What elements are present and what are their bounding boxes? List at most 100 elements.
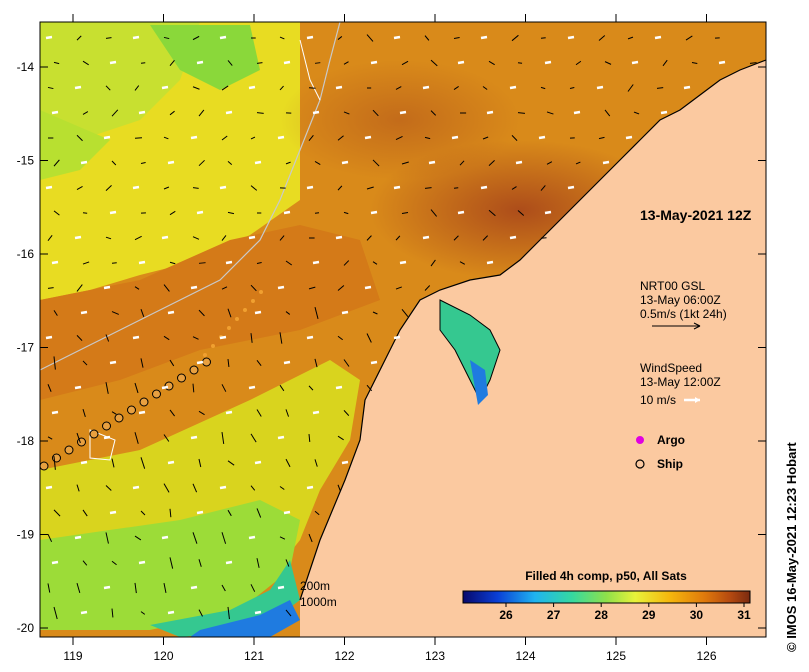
wind-arrow-icon xyxy=(138,260,146,265)
wind-arrow-icon xyxy=(370,210,378,215)
current-arrow-icon xyxy=(314,358,318,368)
wind-arrow-icon xyxy=(190,135,198,140)
current-arrow-icon xyxy=(314,510,320,516)
ship-forecast-dot xyxy=(235,317,239,321)
wind-arrow-icon xyxy=(109,60,117,65)
lat-tick-label: -15 xyxy=(17,154,35,168)
ship-position-marker xyxy=(64,445,74,455)
ship-position-marker xyxy=(114,413,124,423)
wind-arrow-icon xyxy=(277,585,285,590)
wind-arrow-icon xyxy=(80,310,88,315)
current-arrow-icon xyxy=(308,434,311,442)
current-arrow-icon xyxy=(47,436,53,440)
current-arrow-icon xyxy=(604,61,612,65)
current-arrow-icon xyxy=(424,35,430,41)
current-arrow-icon xyxy=(227,509,232,517)
lon-tick-label: 122 xyxy=(334,649,354,663)
wind-arrow-icon xyxy=(312,110,320,115)
ship-position-marker xyxy=(102,421,111,431)
wind-arrow-icon xyxy=(161,385,169,390)
current-arrow-icon xyxy=(198,309,205,317)
current-arrow-icon xyxy=(192,35,200,41)
current-arrow-icon xyxy=(82,261,90,265)
current-arrow-icon xyxy=(82,60,89,66)
wind-arrow-icon xyxy=(480,35,488,40)
current-arrow-icon xyxy=(488,160,495,166)
current-arrow-icon xyxy=(227,60,233,66)
current-arrow-icon xyxy=(134,286,140,290)
current-arrow-icon xyxy=(250,433,257,443)
current-arrow-icon xyxy=(511,135,518,141)
current-arrow-icon xyxy=(111,411,117,415)
wind-current-arrows xyxy=(45,34,757,620)
current-arrow-icon xyxy=(76,284,83,292)
latitude-axis: -14 -15 -16 -17 -18 -19 -20 xyxy=(17,60,766,635)
wind-arrow-icon xyxy=(567,185,575,190)
current-arrow-icon xyxy=(279,85,284,91)
wind-arrow-icon xyxy=(248,385,256,390)
current-arrow-icon xyxy=(192,336,199,340)
current-arrow-icon xyxy=(227,460,235,466)
current-arrow-icon xyxy=(111,160,117,166)
current-arrow-icon xyxy=(453,187,459,189)
current-arrow-icon xyxy=(546,111,554,115)
wind-arrow-icon xyxy=(109,360,117,365)
wind-arrow-icon xyxy=(283,60,291,65)
wind-arrow-icon xyxy=(51,410,59,415)
lat-tick-label: -20 xyxy=(17,621,35,635)
current-arrow-icon xyxy=(76,335,83,341)
current-arrow-icon xyxy=(308,134,314,142)
ship-forecast-dot xyxy=(227,326,231,330)
ship-forecast-dot xyxy=(251,299,255,303)
wind-arrow-icon xyxy=(306,485,314,490)
wind-arrow-icon xyxy=(190,285,198,290)
current-arrow-icon xyxy=(691,61,698,65)
current-arrow-icon xyxy=(575,161,581,165)
current-arrow-icon xyxy=(221,135,228,141)
current-arrow-icon xyxy=(105,382,109,394)
current-arrow-icon xyxy=(285,161,291,165)
current-arrow-icon xyxy=(343,260,350,266)
wind-arrow-icon xyxy=(132,35,140,40)
current-arrow-icon xyxy=(459,261,466,265)
current-arrow-icon xyxy=(395,235,401,241)
current-arrow-icon xyxy=(395,135,403,141)
lon-tick-label: 126 xyxy=(696,649,716,663)
wind-arrow-icon xyxy=(341,160,349,165)
current-arrow-icon xyxy=(337,335,343,341)
current-arrow-icon xyxy=(192,187,199,189)
current-arrow-icon xyxy=(163,136,169,140)
current-arrow-icon xyxy=(343,410,350,416)
wind-arrow-icon xyxy=(74,85,82,90)
current-arrow-icon xyxy=(366,186,374,190)
wind-arrow-icon xyxy=(660,110,668,115)
wind-arrow-icon xyxy=(509,235,517,240)
current-arrow-icon xyxy=(221,584,226,592)
wind-arrow-icon xyxy=(283,510,291,515)
current-arrow-icon xyxy=(401,212,409,214)
lat-tick-label: -16 xyxy=(17,247,35,261)
current-arrow-icon xyxy=(285,609,292,617)
wind-arrow-icon xyxy=(225,560,233,565)
current-arrow-icon xyxy=(308,87,316,89)
current-arrow-icon xyxy=(47,533,53,543)
current-arrow-icon xyxy=(53,210,60,216)
current-arrow-icon xyxy=(366,333,372,343)
lat-tick-label: -19 xyxy=(17,528,35,542)
current-arrow-icon xyxy=(140,358,144,368)
wind-arrow-icon xyxy=(393,335,401,340)
wind-arrow-icon xyxy=(161,535,169,540)
current-arrow-icon xyxy=(169,557,174,569)
current-arrow-icon xyxy=(163,284,170,292)
wind-arrow-icon xyxy=(277,435,285,440)
colorbar-tick-label: 29 xyxy=(642,608,656,622)
colorbar-tick-label: 28 xyxy=(595,608,609,622)
wind-arrow-icon xyxy=(132,335,140,340)
current-arrow-icon xyxy=(366,34,374,42)
wind-arrow-icon xyxy=(393,35,401,40)
wind-arrow-icon xyxy=(370,360,378,365)
current-arrow-icon xyxy=(250,284,257,292)
current-arrow-icon xyxy=(250,185,258,191)
current-arrow-icon xyxy=(134,432,139,444)
current-arrow-icon xyxy=(279,36,285,40)
